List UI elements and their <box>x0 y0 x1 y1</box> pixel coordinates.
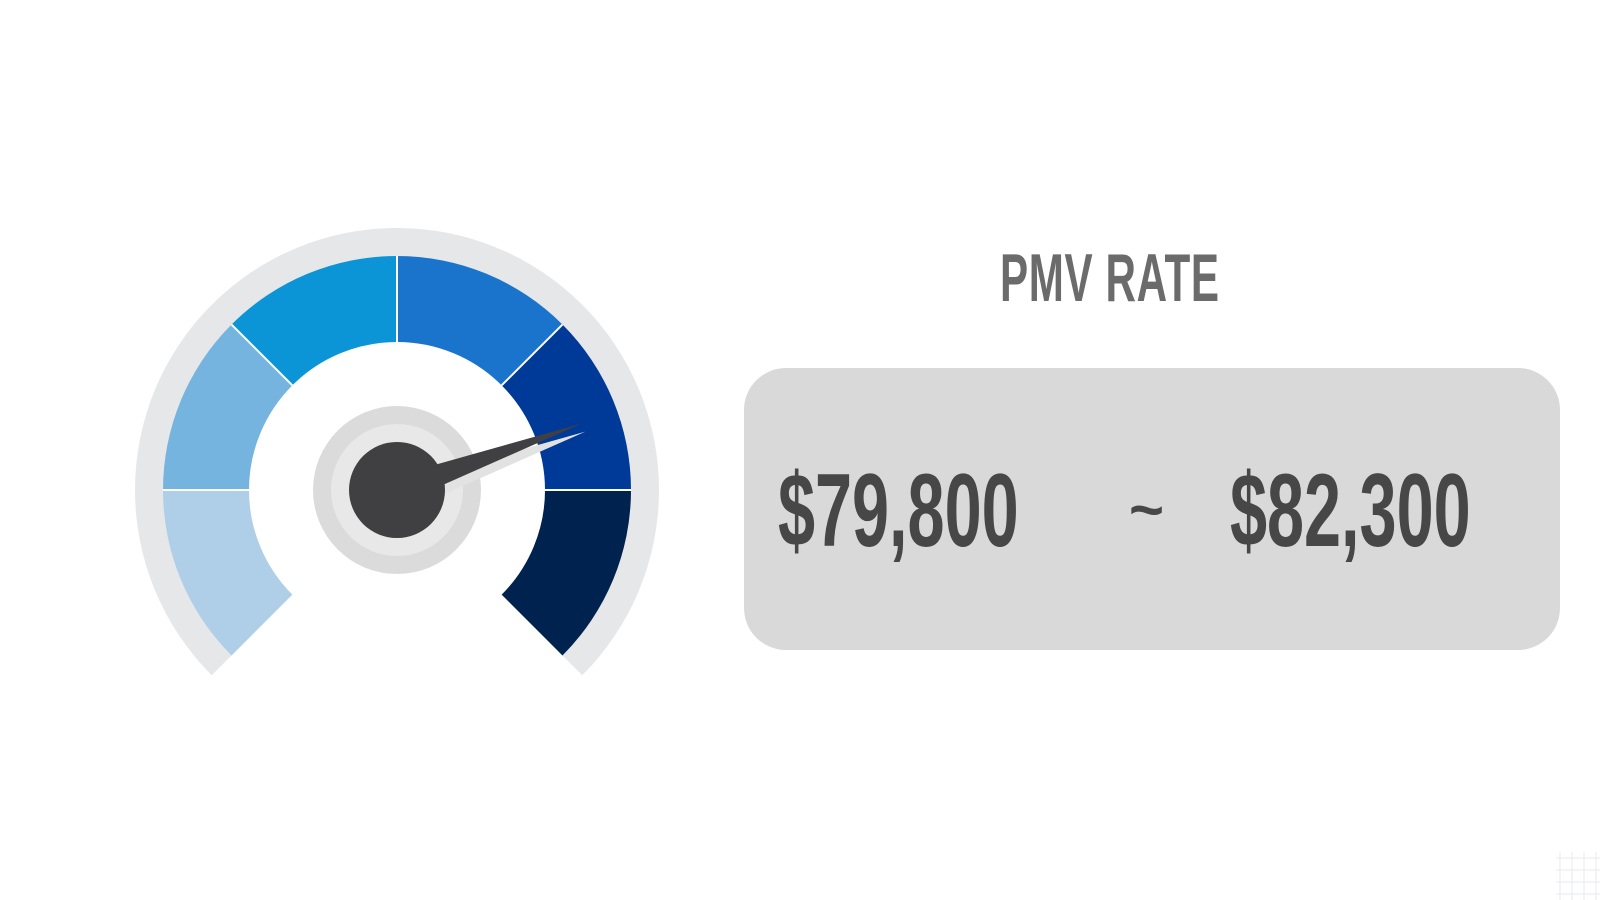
gauge-hub <box>313 406 586 574</box>
speedometer-gauge <box>0 0 760 900</box>
gauge-segment <box>501 490 631 656</box>
price-high: $82,300 <box>1230 453 1471 569</box>
price-range-row: $79,800 ~ $82,300 <box>744 368 1560 650</box>
gauge-segment <box>163 324 293 490</box>
price-range-box: $79,800 ~ $82,300 <box>744 368 1560 650</box>
gauge-segment <box>397 256 563 386</box>
gauge-outer-track <box>135 227 659 676</box>
gauge-track <box>135 227 659 676</box>
gauge-segment <box>231 256 397 386</box>
gauge-segment-divider <box>500 323 564 387</box>
gauge-segments <box>163 256 631 656</box>
price-low: $79,800 <box>778 453 1019 569</box>
gauge-segment-divider <box>230 323 294 387</box>
page-title: PMV RATE <box>1000 240 1220 316</box>
gauge-segment <box>501 324 631 490</box>
corner-grid-decoration <box>1556 852 1600 900</box>
gauge-hub-center <box>349 442 445 538</box>
gauge-segment <box>163 490 293 656</box>
gauge-svg <box>135 227 659 676</box>
price-separator: ~ <box>1129 476 1165 543</box>
